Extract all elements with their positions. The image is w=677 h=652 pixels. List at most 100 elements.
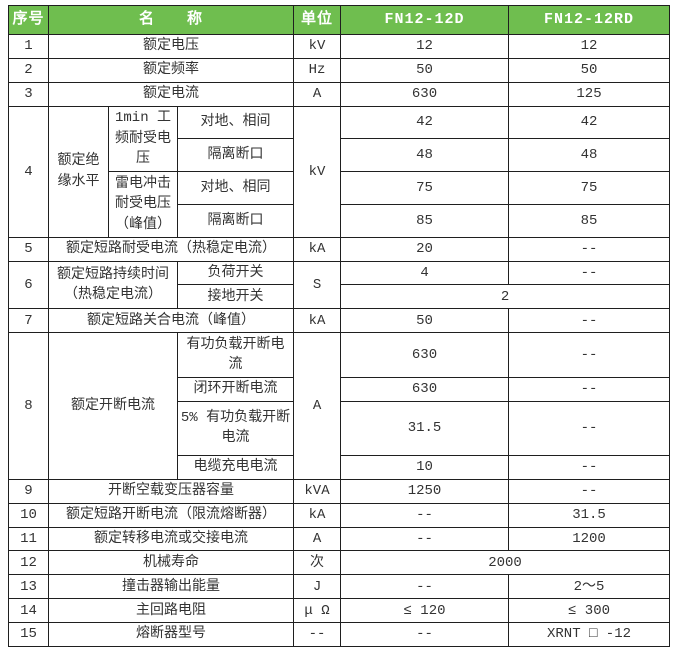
row-4-sub-1-name: 对地、相间 (176, 105, 295, 140)
row-13-name: 撞击器输出能量 (47, 574, 295, 600)
row-4-powerfreq-label: 1min 工频耐受电压 (108, 105, 178, 173)
row-2-unit: Hz (293, 57, 342, 83)
row-8-sub-3-name: 5% 有功负载开断电流 (176, 400, 295, 456)
table-row: 8 额定开断电流 有功负载开断电流 A 630 -- (8, 332, 671, 480)
table-row: 7 额定短路关合电流（峰值） kA 50 -- (8, 308, 671, 334)
row-8-sub-1-value-rd: -- (508, 332, 671, 378)
row-6-sub-1-name: 负荷开关 (176, 260, 295, 286)
row-14-name: 主回路电阻 (47, 598, 295, 624)
header-name: 名 称 (47, 5, 295, 35)
row-2-name: 额定频率 (47, 57, 295, 83)
row-4-no: 4 (8, 105, 49, 238)
header-model-fn12-12d: FN12-12D (340, 5, 510, 35)
row-13-value-d: -- (340, 574, 510, 600)
row-9-value-d: 1250 (340, 478, 510, 504)
row-4-sub-3-name: 对地、相同 (176, 171, 295, 205)
row-4-sub-1-value-d: 42 (340, 105, 510, 140)
row-14-no: 14 (8, 598, 49, 624)
table-row: 12 机械寿命 次 2000 (8, 550, 671, 576)
row-8-sub-2-name: 闭环开断电流 (176, 376, 295, 402)
row-3-unit: A (293, 81, 342, 107)
row-4-sub-2-value-rd: 48 (508, 138, 671, 173)
row-2-no: 2 (8, 57, 49, 83)
row-8-sub-2-value-d: 630 (340, 376, 510, 402)
row-15-no: 15 (8, 622, 49, 647)
row-4-sub-4-value-rd: 85 (508, 203, 671, 238)
row-10-value-d: -- (340, 502, 510, 528)
row-7-no: 7 (8, 308, 49, 334)
row-6-sub-1-value-d: 4 (340, 260, 510, 286)
row-13-value-rd: 2～5 (508, 574, 671, 600)
row-8-no: 8 (8, 332, 49, 480)
row-7-unit: kA (293, 308, 342, 334)
table-row: 电缆充电电流 10 -- (9, 454, 671, 480)
row-8-sub-4-value-d: 10 (340, 454, 510, 480)
row-7-value-rd: -- (508, 308, 671, 334)
row-15-value-rd: XRNT □ -12 (508, 622, 671, 647)
row-12-name: 机械寿命 (47, 550, 295, 576)
row-8-sub-4-name: 电缆充电电流 (176, 454, 295, 480)
table-row: 雷电冲击耐受电压（峰值） 对地、相同 75 75 (9, 171, 671, 238)
row-4-unit: kV (293, 105, 342, 238)
row-14-value-rd: ≤ 300 (508, 598, 671, 624)
row-1-value-d: 12 (340, 34, 510, 59)
row-15-name: 熔断器型号 (47, 622, 295, 647)
row-8-sub-4-value-rd: -- (508, 454, 671, 480)
row-6-name: 额定短路持续时间（热稳定电流） (48, 260, 178, 310)
row-6-no: 6 (8, 260, 49, 310)
row-8-sub-1-name: 有功负载开断电流 (176, 332, 295, 378)
row-5-unit: kA (293, 236, 342, 262)
row-4-sub-1-value-rd: 42 (508, 105, 671, 140)
row-9-unit: kVA (293, 478, 342, 504)
row-4-sub-4-name: 隔离断口 (176, 203, 295, 238)
table-row: 5% 有功负载开断电流 31.5 -- (9, 400, 671, 456)
row-9-name: 开断空载变压器容量 (47, 478, 295, 504)
row-2-value-rd: 50 (508, 57, 671, 83)
row-6-sub-1-value-rd: -- (508, 260, 671, 286)
row-12-unit: 次 (293, 550, 342, 576)
table-row: 2 额定频率 Hz 50 50 (8, 57, 671, 83)
table-row: 隔离断口 48 48 (9, 138, 671, 173)
row-4-sub-3-value-rd: 75 (508, 171, 671, 205)
row-4-sub-2-value-d: 48 (340, 138, 510, 173)
row-5-no: 5 (8, 236, 49, 262)
row-13-no: 13 (8, 574, 49, 600)
table-row: 14 主回路电阻 μ Ω ≤ 120 ≤ 300 (8, 598, 671, 624)
row-8-sub-2-value-rd: -- (508, 376, 671, 402)
row-6-unit: S (293, 260, 342, 310)
row-3-value-d: 630 (340, 81, 510, 107)
table-row: 10 额定短路开断电流（限流熔断器） kA -- 31.5 (8, 502, 671, 528)
row-5-value-rd: -- (508, 236, 671, 262)
table-row: 5 额定短路耐受电流（热稳定电流） kA 20 -- (8, 236, 671, 262)
table-row: 隔离断口 85 85 (9, 203, 671, 238)
row-7-value-d: 50 (340, 308, 510, 334)
row-4-group-label: 额定绝缘水平 (48, 105, 109, 238)
row-3-name: 额定电流 (47, 81, 295, 107)
row-12-value-merged: 2000 (340, 550, 671, 576)
row-12-no: 12 (8, 550, 49, 576)
row-10-name: 额定短路开断电流（限流熔断器） (47, 502, 295, 528)
row-11-no: 11 (8, 526, 49, 552)
row-3-value-rd: 125 (508, 81, 671, 107)
row-8-unit: A (293, 332, 342, 480)
row-1-name: 额定电压 (47, 34, 295, 59)
row-11-name: 额定转移电流或交接电流 (47, 526, 295, 552)
row-5-name: 额定短路耐受电流（热稳定电流） (47, 236, 295, 262)
row-4-impulse-label: 雷电冲击耐受电压（峰值） (108, 171, 178, 238)
row-14-value-d: ≤ 120 (340, 598, 510, 624)
row-3-no: 3 (8, 81, 49, 107)
row-1-no: 1 (8, 34, 49, 59)
table-row: 1 额定电压 kV 12 12 (8, 34, 671, 59)
row-13-unit: J (293, 574, 342, 600)
row-15-unit: -- (293, 622, 342, 647)
row-11-unit: A (293, 526, 342, 552)
row-10-no: 10 (8, 502, 49, 528)
row-15-value-d: -- (340, 622, 510, 647)
table-row: 13 撞击器输出能量 J -- 2～5 (8, 574, 671, 600)
header-row: 序号 名 称 单位 FN12-12D FN12-12RD (8, 5, 671, 35)
table-row: 闭环开断电流 630 -- (9, 376, 671, 402)
row-9-value-rd: -- (508, 478, 671, 504)
table-row: 3 额定电流 A 630 125 (8, 81, 671, 107)
row-4-sub-2-name: 隔离断口 (176, 138, 295, 173)
